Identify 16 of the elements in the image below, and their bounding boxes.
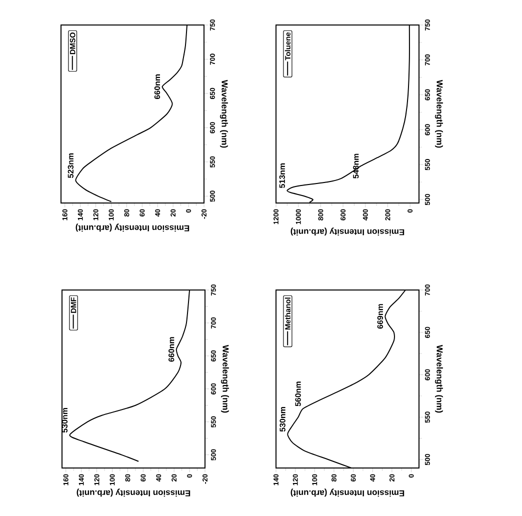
y-axis-title: Wavelength (nm) <box>220 344 229 413</box>
y-axis-title: Wavelength (nm) <box>434 80 443 148</box>
annotation: 660nm <box>168 337 174 362</box>
x-axis-title: Emission Intensity (arb.unit) <box>290 488 404 497</box>
annotation: 660nm <box>154 74 160 99</box>
annotation: 560nm <box>295 382 301 406</box>
y-axis-title: Wavelength (nm) <box>220 80 228 148</box>
x-axis-title: Emission Intensity (arb.unit) <box>76 224 190 232</box>
x-axis-title: Emission Intensity (arb.unit) <box>76 488 190 497</box>
y-axis-title: Wavelength (nm) <box>434 344 443 413</box>
annotation: 669nm <box>377 304 383 329</box>
annotation: 530nm <box>280 407 286 432</box>
x-axis-title: Emission Intensity (arb.unit) <box>290 228 404 236</box>
annotation: 513nm <box>279 163 285 188</box>
annotation: 548nm <box>353 154 359 178</box>
annotation: 523nm <box>68 153 74 178</box>
